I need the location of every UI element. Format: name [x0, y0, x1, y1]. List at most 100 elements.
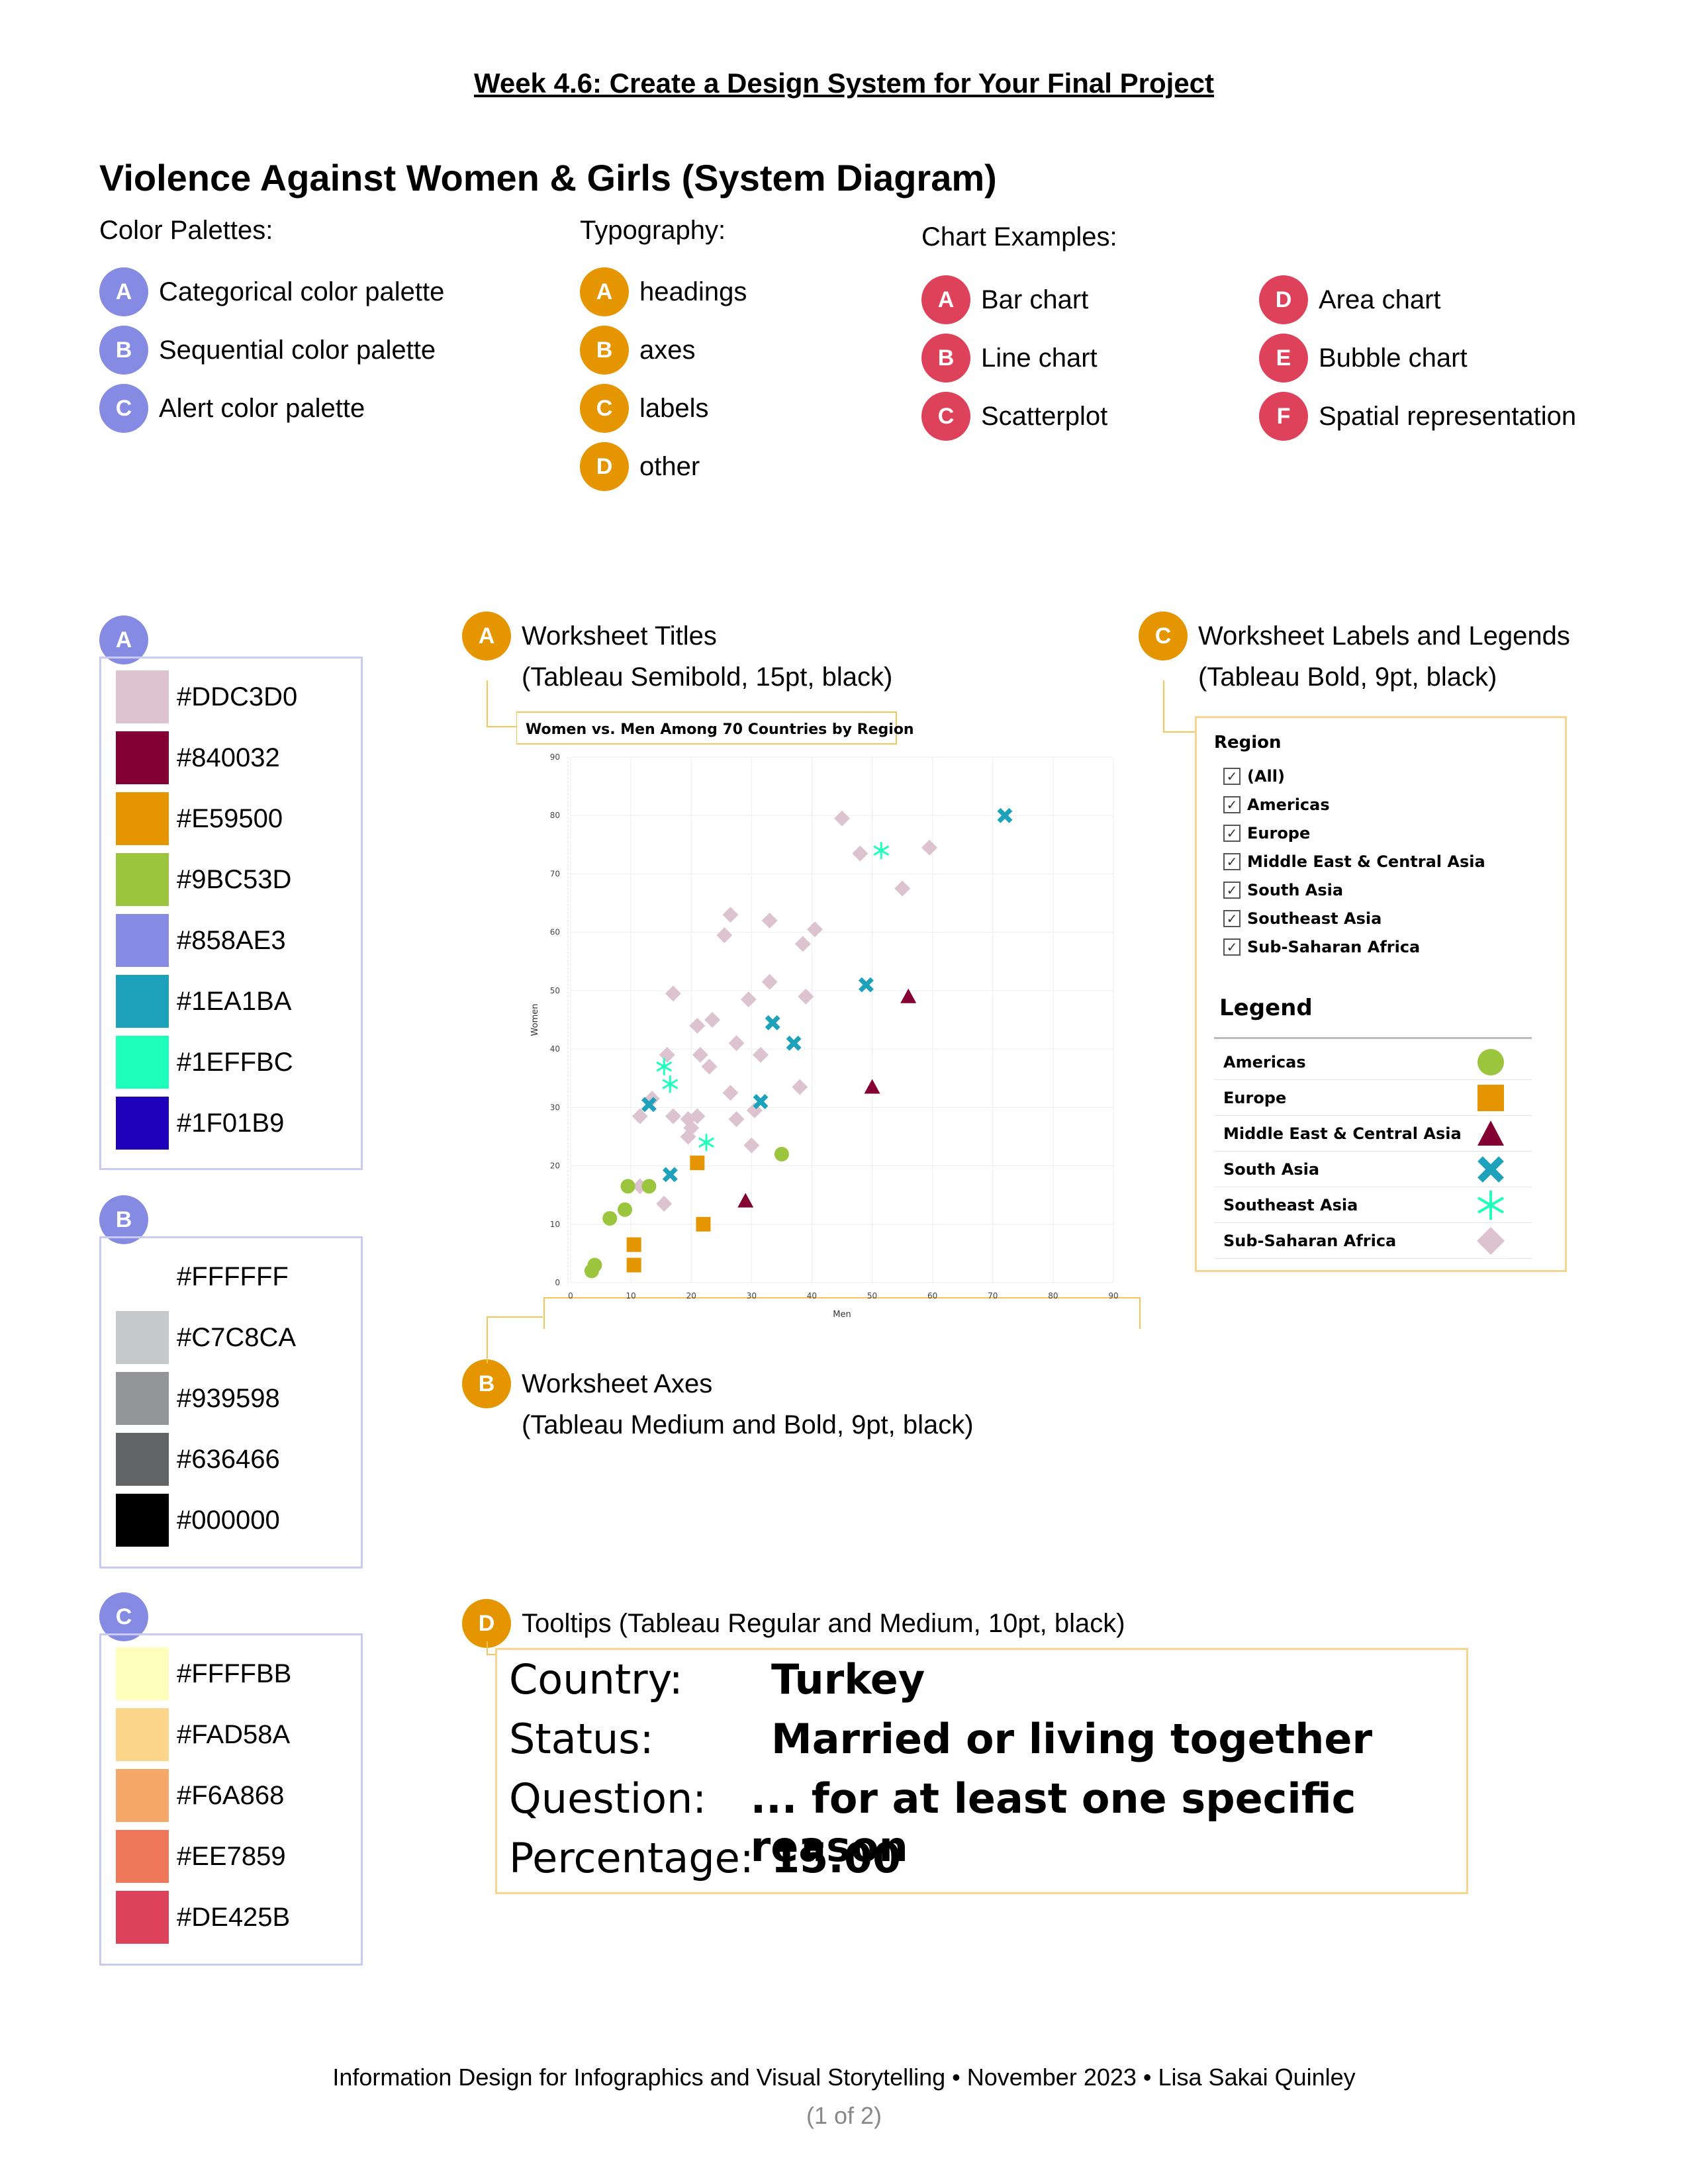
tooltip-row: Percentage: 15.00	[509, 1834, 901, 1882]
region-filter-item[interactable]: ✓ Southeast Asia	[1223, 909, 1382, 928]
tooltip-row: Status: Married or living together	[509, 1715, 1372, 1763]
europe-point	[690, 1156, 705, 1171]
swatch-row: #858AE3	[116, 914, 286, 967]
badge-b: B	[921, 334, 970, 383]
region-filter-label: Europe	[1247, 824, 1311, 842]
color-swatch	[116, 670, 169, 723]
swatch-row: #FAD58A	[116, 1708, 290, 1761]
x-tick-label: 40	[807, 1291, 817, 1300]
sub-saharan-africa-point	[728, 1111, 745, 1127]
legend-item-label: South Asia	[1223, 1160, 1320, 1179]
badge-b: B	[462, 1359, 511, 1408]
chart-title: Women vs. Men Among 70 Countries by Regi…	[526, 721, 914, 738]
swatch-row: #DE425B	[116, 1891, 290, 1944]
swatch-row: #FFFFFF	[116, 1250, 289, 1303]
legend-marker-icon	[1477, 1156, 1504, 1183]
worksheet-axes-callout: B Worksheet Axes (Tableau Medium and Bol…	[462, 1359, 974, 1445]
checkbox-checked-icon[interactable]: ✓	[1223, 882, 1241, 899]
badge-b: B	[99, 1195, 148, 1244]
page-header: Week 4.6: Create a Design System for You…	[473, 68, 1215, 99]
legend-divider	[1214, 1037, 1532, 1039]
y-tick-label: 30	[550, 1103, 560, 1112]
sub-saharan-africa-point	[728, 1035, 745, 1052]
legend-title: Legend	[1219, 995, 1313, 1021]
sub-saharan-africa-point	[665, 985, 681, 1002]
document-title: Violence Against Women & Girls (System D…	[99, 157, 997, 199]
checkbox-checked-icon[interactable]: ✓	[1223, 910, 1241, 927]
typography-heading: Typography:	[580, 216, 726, 245]
callout-spec: (Tableau Bold, 9pt, black)	[1198, 662, 1497, 692]
checkbox-checked-icon[interactable]: ✓	[1223, 853, 1241, 870]
legend-row-divider	[1214, 1222, 1532, 1223]
typography-index-item: C labels	[580, 384, 709, 433]
europe-point	[626, 1257, 641, 1273]
palette-index-label: Categorical color palette	[159, 277, 445, 306]
sub-saharan-africa-point	[753, 1046, 769, 1063]
chart-example-item: A Bar chart	[921, 275, 1088, 324]
color-swatch	[116, 792, 169, 845]
badge-a: A	[99, 615, 148, 664]
worksheet-titles-callout: A Worksheet Titles (Tableau Semibold, 15…	[462, 612, 892, 698]
color-swatch	[116, 1250, 169, 1303]
sub-saharan-africa-point	[689, 1108, 706, 1124]
badge-b: B	[580, 326, 629, 375]
region-filter-label: Americas	[1247, 796, 1330, 814]
sub-saharan-africa-point	[894, 880, 911, 897]
region-filter-item[interactable]: ✓ Europe	[1223, 824, 1310, 842]
checkbox-checked-icon[interactable]: ✓	[1223, 796, 1241, 813]
middle-east-point	[900, 988, 917, 1003]
color-swatch	[116, 1311, 169, 1364]
legend-marker-icon	[1477, 1191, 1505, 1220]
legend-marker-shape	[1477, 1227, 1505, 1255]
color-hex-label: #DDC3D0	[177, 682, 298, 711]
color-swatch	[116, 975, 169, 1028]
palette-index-label: Alert color palette	[159, 393, 365, 423]
tooltip-label: Percentage:	[509, 1834, 754, 1882]
y-tick-label: 0	[555, 1278, 560, 1287]
palette-index-item: A Categorical color palette	[99, 267, 444, 316]
sub-saharan-africa-point	[761, 974, 778, 990]
tooltip-value: Married or living together	[771, 1715, 1373, 1763]
badge-c: C	[580, 384, 629, 433]
x-tick-label: 10	[626, 1291, 635, 1300]
sub-saharan-africa-point	[665, 1108, 681, 1124]
checkbox-checked-icon[interactable]: ✓	[1223, 938, 1241, 956]
color-hex-label: #1EFFBC	[177, 1047, 293, 1077]
checkbox-checked-icon[interactable]: ✓	[1223, 825, 1241, 842]
color-swatch	[116, 1830, 169, 1883]
middle-east-point	[864, 1079, 880, 1094]
legend-row-divider	[1214, 1079, 1532, 1080]
sub-saharan-africa-point	[746, 1102, 763, 1118]
legend-row-divider	[1214, 1151, 1532, 1152]
checkbox-checked-icon[interactable]: ✓	[1223, 768, 1241, 785]
region-filter-label: Sub-Saharan Africa	[1247, 938, 1421, 956]
chart-example-item: C Scatterplot	[921, 392, 1107, 441]
legend-item-label: Europe	[1223, 1089, 1287, 1107]
region-filter-item[interactable]: ✓ (All)	[1223, 767, 1285, 786]
region-filter-item[interactable]: ✓ Sub-Saharan Africa	[1223, 938, 1420, 956]
y-tick-label: 20	[550, 1161, 560, 1171]
palette-index-item: C Alert color palette	[99, 384, 365, 433]
region-filter-item[interactable]: ✓ Middle East & Central Asia	[1223, 852, 1485, 871]
typography-index-item: D other	[580, 442, 700, 491]
callout-title: Worksheet Axes	[522, 1369, 713, 1398]
southeast-asia-point	[698, 1134, 715, 1152]
southeast-asia-point	[873, 842, 890, 860]
legend-item-label: Americas	[1223, 1053, 1306, 1071]
legend-marker-shape	[1477, 1085, 1504, 1111]
color-swatch	[116, 1494, 169, 1547]
alert-palette-box: #FFFFBB #FAD58A #F6A868 #EE7859 #DE425B	[99, 1633, 363, 1966]
x-tick-label: 0	[568, 1291, 573, 1300]
region-filter-item[interactable]: ✓ South Asia	[1223, 881, 1343, 899]
typography-index-label: axes	[639, 335, 696, 365]
color-swatch	[116, 1433, 169, 1486]
x-tick-label: 90	[1108, 1291, 1118, 1300]
badge-c: C	[99, 384, 148, 433]
swatch-row: #F6A868	[116, 1769, 284, 1822]
y-tick-label: 70	[550, 869, 560, 878]
color-hex-label: #636466	[177, 1444, 280, 1474]
region-filter-item[interactable]: ✓ Americas	[1223, 796, 1330, 814]
chart-example-item: E Bubble chart	[1259, 334, 1468, 383]
sub-saharan-africa-point	[807, 921, 823, 938]
